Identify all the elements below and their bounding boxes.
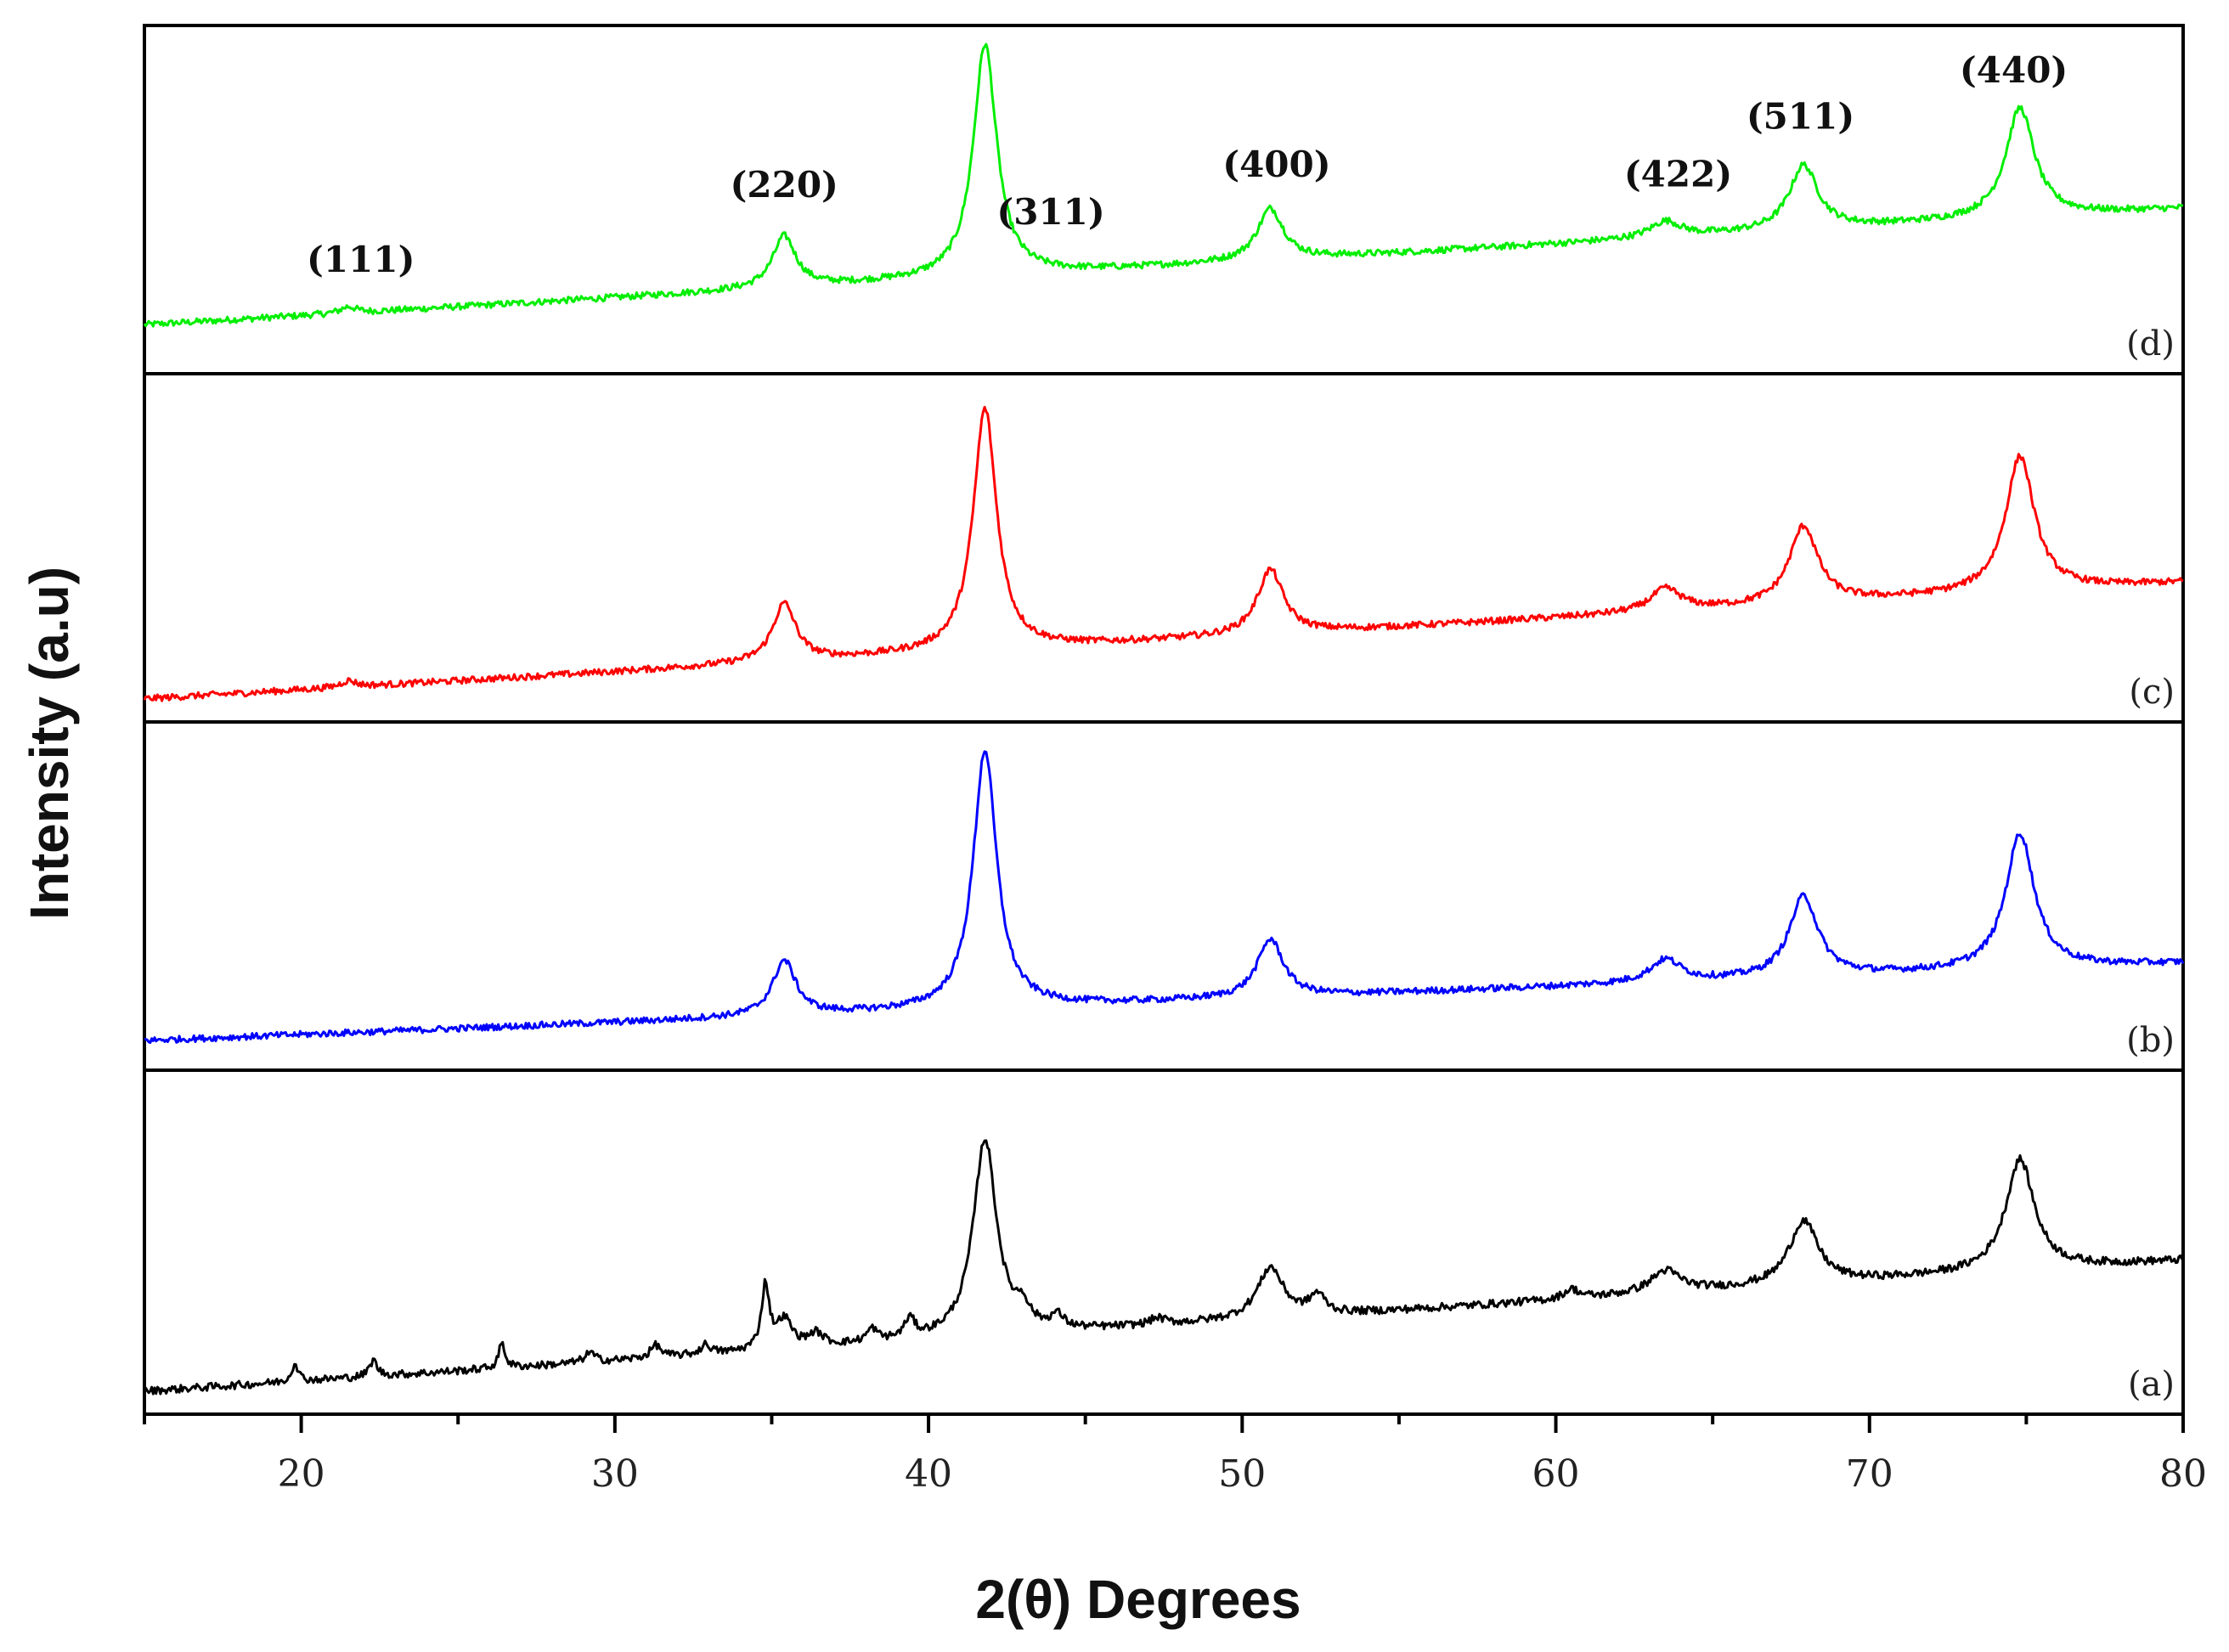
panel-label-d: (d) [2126, 324, 2175, 364]
panel-label-b: (b) [2126, 1021, 2175, 1060]
peak-label: (440) [1960, 49, 2068, 91]
panel-label-a: (a) [2128, 1365, 2175, 1404]
peak-label: (111) [307, 239, 415, 280]
peak-label: (511) [1747, 95, 1854, 137]
x-axis: 20 30 40 50 60 70 80 [143, 1414, 2207, 1496]
series-line-c [143, 405, 2184, 702]
peak-label: (220) [731, 164, 838, 206]
x-tick-label-30: 30 [591, 1452, 639, 1496]
series-line-a [143, 1139, 2184, 1395]
panel-label-c: (c) [2129, 673, 2175, 712]
panels-group: (d) (c) (b) (a) [143, 24, 2185, 1416]
x-tick-label-70: 70 [1846, 1452, 1893, 1496]
peak-annotations: (111) (220) (311) (400) (422) (511) (440) [307, 49, 2068, 280]
x-tick-label-20: 20 [278, 1452, 325, 1496]
x-axis-title: 2(θ) Degrees [975, 1569, 1301, 1630]
peak-label: (311) [996, 191, 1104, 233]
series-line-d [143, 42, 2184, 328]
x-tick-label-80: 80 [2159, 1452, 2207, 1496]
x-tick-label-50: 50 [1218, 1452, 1266, 1496]
x-tick-label-40: 40 [905, 1452, 952, 1496]
peak-label: (422) [1624, 153, 1732, 195]
y-axis-title: Intensity (a.u) [19, 567, 80, 920]
panel-frame-a [143, 1068, 2185, 1416]
series-line-b [144, 750, 2185, 1044]
x-tick-label-60: 60 [1532, 1452, 1580, 1496]
peak-label: (400) [1222, 144, 1330, 185]
